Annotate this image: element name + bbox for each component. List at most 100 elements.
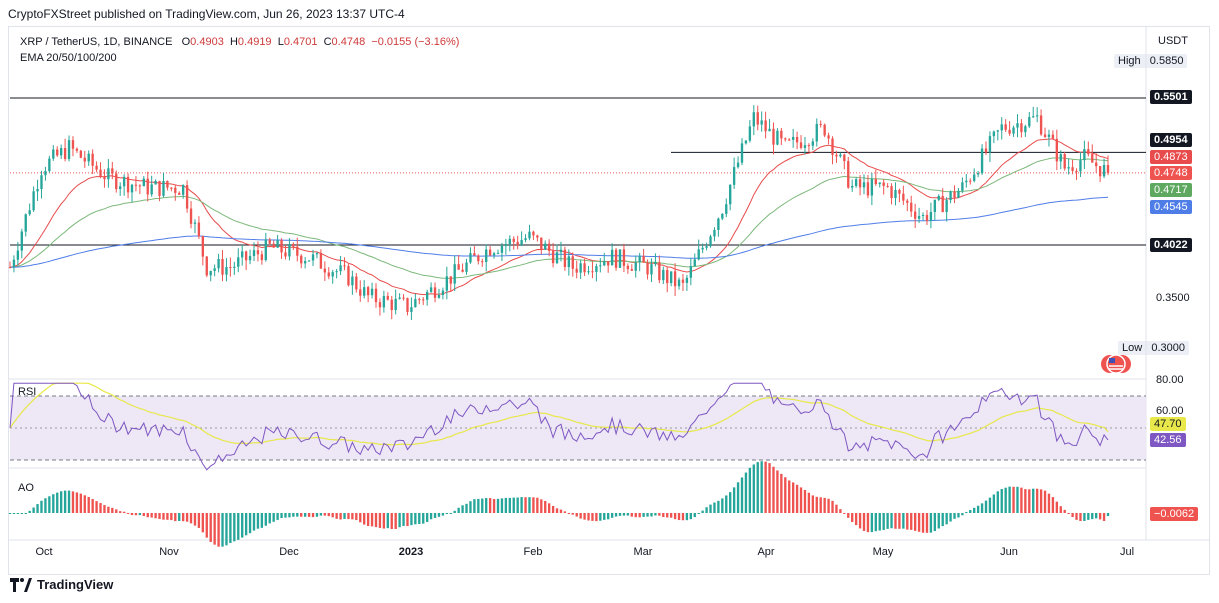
candle-body xyxy=(398,297,401,299)
candle-body xyxy=(894,190,897,199)
candle-body xyxy=(241,251,244,258)
ohlc-legend[interactable]: XRP / TetherUS, 1D, BINANCE O0.4903 H0.4… xyxy=(20,36,459,48)
ao-pane-label[interactable]: AO xyxy=(18,482,34,494)
ao-bar xyxy=(185,513,189,522)
candle-body xyxy=(119,186,122,190)
candle-body xyxy=(654,262,657,265)
candle-body xyxy=(791,136,795,140)
ao-bar xyxy=(422,513,425,524)
candle-body xyxy=(1102,164,1106,177)
ao-bar xyxy=(610,513,614,518)
ao-bar xyxy=(189,513,193,524)
ao-bar xyxy=(1059,506,1062,513)
ao-bar xyxy=(760,461,763,513)
candle-body xyxy=(819,123,822,125)
ao-bar xyxy=(1012,486,1015,513)
candle-body xyxy=(1043,134,1047,137)
open-label: O xyxy=(181,36,191,48)
ao-bar xyxy=(115,509,118,513)
ema-legend[interactable]: EMA 20/50/100/200 xyxy=(20,52,117,64)
candle-body xyxy=(717,218,720,230)
ema200-tag: 0.4545 xyxy=(1150,200,1192,214)
ao-bar xyxy=(603,513,606,520)
candle-body xyxy=(359,289,362,296)
tradingview-logo[interactable]: TradingView xyxy=(10,577,113,592)
candle-body xyxy=(532,231,535,236)
ao-bar xyxy=(28,510,31,513)
ao-bar xyxy=(449,512,452,514)
symbol-label[interactable]: XRP / TetherUS, 1D, BINANCE xyxy=(20,36,173,48)
ao-bar xyxy=(945,513,948,525)
ao-bar xyxy=(355,513,358,521)
candle-body xyxy=(441,290,445,296)
ao-bar xyxy=(559,509,563,513)
candle-body xyxy=(134,184,138,186)
ao-bar xyxy=(673,513,677,520)
candle-body xyxy=(303,261,307,264)
rsi-pane-label[interactable]: RSI xyxy=(18,386,37,398)
candle-body xyxy=(933,199,937,213)
candle-body xyxy=(508,238,511,245)
candle-body xyxy=(618,249,622,268)
ao-bar xyxy=(485,498,488,513)
candle-body xyxy=(831,138,834,155)
ao-bar xyxy=(579,513,582,519)
ao-bar xyxy=(843,513,846,514)
candle-body xyxy=(465,262,468,272)
ao-bar xyxy=(205,513,208,538)
ao-bar xyxy=(331,513,334,518)
candle-body xyxy=(307,260,311,262)
candle-body xyxy=(331,272,334,277)
candle-body xyxy=(12,259,16,268)
ao-bar xyxy=(492,499,496,513)
candle-body xyxy=(965,180,968,183)
ao-bar xyxy=(882,513,885,530)
ao-bar xyxy=(134,513,138,516)
candle-body xyxy=(193,222,197,224)
candle-body xyxy=(748,126,752,141)
candle-body xyxy=(803,145,807,148)
ao-bar xyxy=(229,513,232,543)
ao-bar xyxy=(201,513,205,533)
candle-body xyxy=(992,131,996,137)
candle-body xyxy=(544,243,547,250)
candle-body xyxy=(166,180,169,188)
candle-body xyxy=(276,240,279,248)
ao-bar xyxy=(685,513,689,521)
ao-bar xyxy=(481,498,484,513)
candle-body xyxy=(264,239,267,261)
candle-body xyxy=(418,299,421,301)
candle-body xyxy=(1000,124,1003,131)
rsi-value-tag: 42.56 xyxy=(1150,433,1186,447)
ao-bar xyxy=(394,513,397,529)
ao-bar xyxy=(433,513,437,518)
candle-body xyxy=(693,259,696,267)
candle-body xyxy=(237,257,240,267)
candle-body xyxy=(453,264,456,284)
candle-body xyxy=(961,182,964,191)
ao-bar xyxy=(24,513,27,514)
ao-bar xyxy=(614,513,618,517)
ao-bar xyxy=(709,504,712,513)
candle-body xyxy=(181,185,185,195)
ao-bar xyxy=(280,513,283,519)
ao-bar xyxy=(976,505,980,513)
candle-body xyxy=(366,287,370,296)
candle-body xyxy=(1079,160,1082,172)
ao-bar xyxy=(547,503,551,513)
ao-bar xyxy=(469,501,472,513)
ao-bar xyxy=(241,513,244,538)
ao-bar xyxy=(894,513,897,529)
ao-bar xyxy=(32,507,35,513)
candle-body xyxy=(374,288,378,303)
tradingview-logo-icon xyxy=(10,577,32,592)
ao-bar xyxy=(929,513,933,533)
ao-bar xyxy=(1051,497,1055,513)
candle-body xyxy=(823,124,826,136)
level-tag-4954: 0.4954 xyxy=(1150,133,1192,147)
ao-bar xyxy=(729,492,732,513)
candle-body xyxy=(107,168,110,180)
ao-bar xyxy=(953,513,956,519)
month-label-feb: Feb xyxy=(523,546,543,558)
